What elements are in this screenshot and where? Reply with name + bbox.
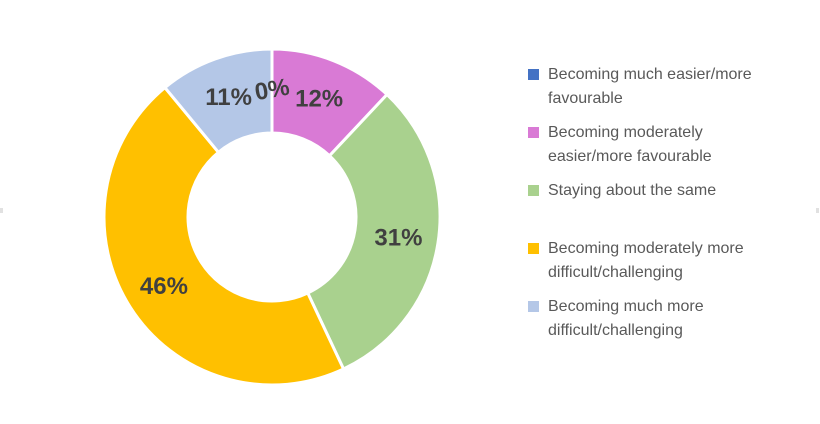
legend-label-much-difficult: Becoming much more difficult/challenging [548,298,704,339]
legend-swatch-staying-same [528,185,539,196]
chart-side-handle-right [816,208,819,213]
legend-label-staying-same: Staying about the same [548,182,717,199]
legend-item-much-difficult[interactable]: Becoming much more difficult/challenging [528,295,780,353]
donut-slice-2[interactable] [305,92,442,372]
legend-label-moderately-difficult: Becoming moderately more difficult/chall… [548,240,744,281]
legend-item-moderately-difficult[interactable]: Becoming moderately more difficult/chall… [528,237,780,295]
chart-legend: Becoming much easier/more favourable Bec… [528,63,780,353]
legend-item-staying-same[interactable]: Staying about the same [528,179,780,237]
data-label-3: 46% [140,273,188,300]
chart-side-handle-left [0,208,3,213]
data-label-4: 11% [205,84,252,111]
legend-item-much-easier[interactable]: Becoming much easier/more favourable [528,63,780,121]
legend-swatch-moderately-difficult [528,243,539,254]
legend-label-moderately-easier: Becoming moderately easier/more favourab… [548,124,712,165]
data-label-0: 0% [253,74,292,107]
legend-label-much-easier: Becoming much easier/more favourable [548,66,752,107]
donut-slice-3[interactable] [102,85,346,387]
legend-item-moderately-easier[interactable]: Becoming moderately easier/more favourab… [528,121,780,179]
legend-swatch-moderately-easier [528,127,539,138]
data-label-2: 31% [374,224,422,251]
donut-slice-4[interactable] [162,47,274,155]
legend-swatch-much-easier [528,69,539,80]
legend-swatch-much-difficult [528,301,539,312]
data-label-1: 12% [295,85,343,112]
